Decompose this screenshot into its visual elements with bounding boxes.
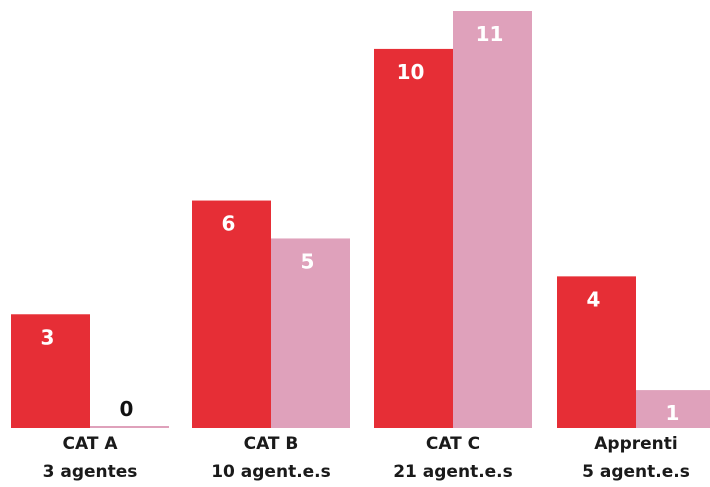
bars-group (11, 11, 710, 429)
data-label-cat-c-series-1: 10 (397, 60, 425, 84)
category-labels-group: CAT A 3 agentes CAT B 10 agent.e.s CAT C 21 a… (43, 434, 690, 482)
data-label-cat-a-series-1: 3 (41, 325, 55, 349)
data-label-cat-b-series-1: 6 (222, 212, 236, 236)
bar-cat-c-series-2 (453, 11, 532, 428)
bar-cat-a-series-1 (11, 314, 90, 428)
category-label: CAT B (244, 434, 299, 454)
data-label-cat-a-series-2: 0 (120, 397, 134, 421)
data-label-cat-c-series-2: 11 (476, 22, 504, 46)
bar-apprenti-series-2 (636, 390, 710, 428)
bar-apprenti-series-1 (557, 276, 636, 428)
data-labels-group: 3 0 6 5 10 11 4 1 (41, 22, 680, 425)
bar-cat-a-series-2 (90, 426, 169, 428)
data-label-apprenti-series-1: 4 (587, 287, 601, 311)
data-label-cat-b-series-2: 5 (301, 249, 315, 273)
category-sublabel: 21 agent.e.s (393, 462, 513, 482)
category-sublabel: 5 agent.e.s (582, 462, 690, 482)
data-label-apprenti-series-2: 1 (666, 401, 680, 425)
bar-cat-c-series-1 (374, 48, 453, 429)
category-label: Apprenti (594, 434, 677, 454)
bar-cat-b-series-2 (271, 238, 350, 428)
category-label: CAT A (63, 434, 119, 454)
bar-cat-b-series-1 (192, 200, 271, 428)
category-label: CAT C (426, 434, 480, 454)
category-sublabel: 3 agentes (43, 462, 138, 482)
category-sublabel: 10 agent.e.s (211, 462, 331, 482)
